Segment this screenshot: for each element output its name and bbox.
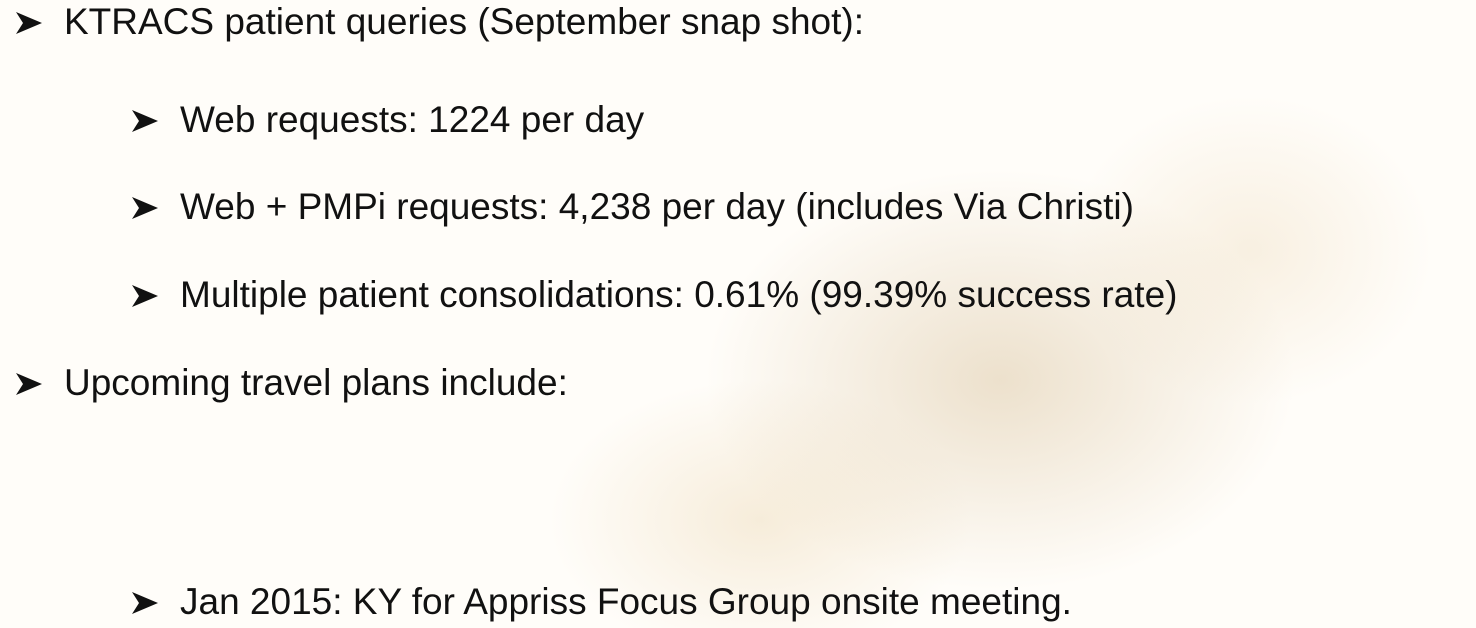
bullet-text: Web requests: 1224 per day — [180, 99, 644, 140]
bullet-item: Multiple patient consolidations: 0.61% (… — [180, 273, 1177, 317]
bullet-item: Upcoming travel plans include: — [64, 361, 568, 405]
bullet-arrow — [14, 371, 44, 397]
bullet-arrow — [130, 195, 160, 221]
bullet-arrow — [130, 108, 160, 134]
bullet-text: Jan 2015: KY for Appriss Focus Group ons… — [180, 581, 1072, 622]
bullet-text: Multiple patient consolidations: 0.61% (… — [180, 274, 1177, 315]
bullet-text: Web + PMPi requests: 4,238 per day (incl… — [180, 186, 1134, 227]
bullet-item: Web requests: 1224 per day — [180, 98, 644, 142]
bullet-arrow — [130, 590, 160, 616]
slide: KTRACS patient queries (September snap s… — [0, 0, 1476, 628]
bullet-item: Jan 2015: KY for Appriss Focus Group ons… — [180, 580, 1072, 624]
bullet-arrow — [130, 283, 160, 309]
bullet-item: Web + PMPi requests: 4,238 per day (incl… — [180, 185, 1134, 229]
bullet-text: Upcoming travel plans include: — [64, 362, 568, 403]
bullet-item: KTRACS patient queries (September snap s… — [64, 0, 864, 44]
bullet-arrow — [14, 10, 44, 36]
bullet-text: KTRACS patient queries (September snap s… — [64, 1, 864, 42]
